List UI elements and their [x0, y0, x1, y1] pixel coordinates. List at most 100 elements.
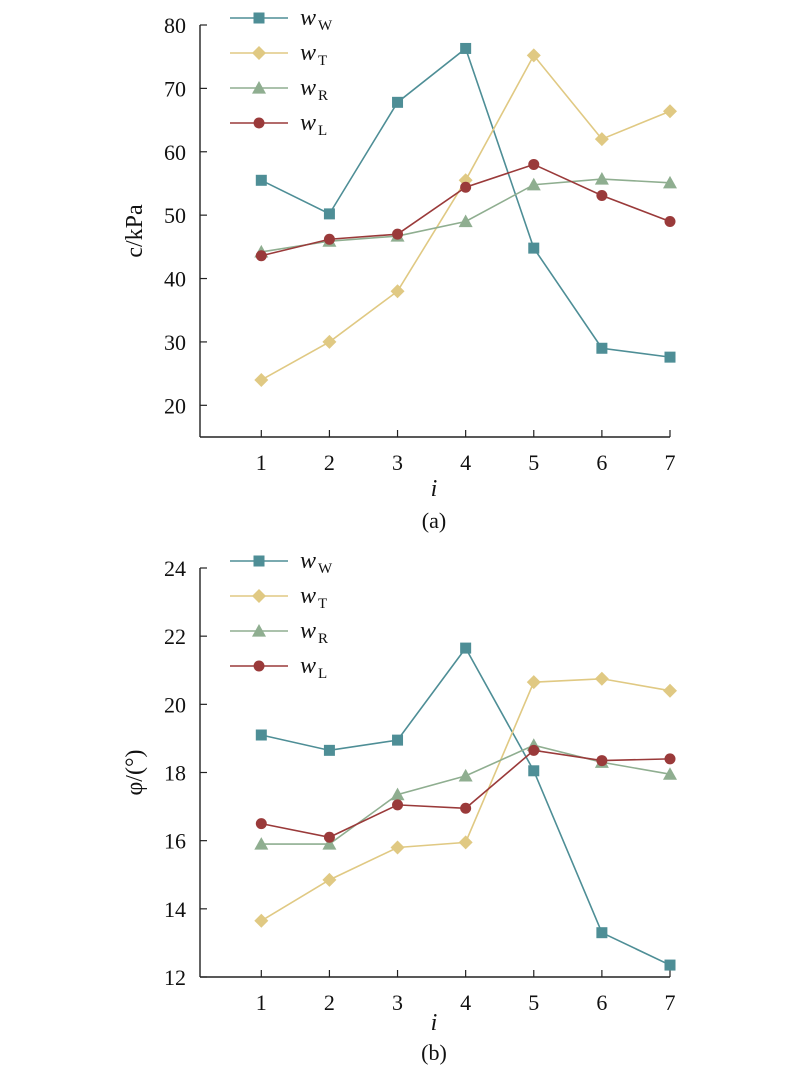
x-tick-label: 5	[528, 990, 539, 1015]
y-tick-label: 30	[164, 330, 186, 355]
x-tick-label: 4	[460, 990, 471, 1015]
y-axis-label: φ/(°)	[122, 749, 148, 795]
data-point	[596, 190, 608, 202]
data-point	[528, 744, 540, 756]
data-point	[663, 175, 677, 189]
series-w-L	[255, 158, 676, 262]
legend-marker	[253, 117, 265, 129]
series-line	[260, 677, 671, 922]
x-tick-label: 1	[256, 990, 267, 1015]
legend-label: w	[300, 75, 316, 101]
x-axis-label: i	[431, 1010, 438, 1036]
legend-marker	[252, 589, 266, 603]
legend-marker	[253, 555, 265, 567]
data-point	[460, 42, 472, 54]
data-point	[255, 818, 267, 830]
data-point	[596, 927, 608, 939]
series-w-T	[254, 671, 677, 928]
data-point	[460, 181, 472, 193]
y-tick-label: 70	[164, 76, 186, 101]
data-point	[663, 767, 677, 780]
legend-marker	[253, 12, 265, 24]
data-point	[255, 174, 267, 186]
series-w-T	[254, 48, 677, 387]
x-axis-label: i	[431, 476, 438, 502]
legend-label-subscript: L	[318, 666, 327, 682]
data-point	[458, 768, 473, 782]
legend-label-subscript: L	[318, 123, 327, 139]
y-tick-label: 16	[164, 829, 186, 854]
legend-label-subscript: W	[318, 561, 333, 577]
legend-marker	[252, 81, 266, 94]
data-point	[594, 172, 609, 185]
x-tick-label: 7	[665, 450, 676, 475]
series-w-R	[254, 738, 677, 850]
data-point	[460, 642, 472, 654]
legend-marker	[252, 46, 266, 60]
data-point	[663, 104, 677, 119]
data-point	[390, 840, 405, 855]
data-point	[528, 765, 540, 777]
y-tick-label: 14	[164, 897, 186, 922]
legend-label: w	[300, 653, 316, 679]
data-point	[254, 837, 269, 850]
data-point	[458, 835, 473, 850]
x-tick-label: 5	[528, 450, 539, 475]
legend-label: w	[300, 5, 316, 31]
y-tick-label: 24	[164, 556, 186, 581]
data-point	[664, 351, 676, 363]
y-tick-label: 80	[164, 13, 186, 38]
panel-label: (b)	[421, 1040, 447, 1065]
data-point	[390, 787, 405, 801]
x-tick-label: 1	[256, 450, 267, 475]
data-point	[596, 342, 608, 354]
legend-label-subscript: W	[318, 18, 333, 34]
x-tick-label: 3	[392, 990, 403, 1015]
data-point	[255, 729, 267, 741]
legend-label-subscript: T	[318, 53, 327, 69]
data-point	[594, 132, 609, 147]
y-axis-label: c/kPa	[122, 204, 148, 258]
legend-label: w	[300, 40, 316, 66]
x-tick-label: 6	[596, 450, 607, 475]
y-tick-label: 20	[164, 692, 186, 717]
data-point	[526, 177, 541, 191]
data-point	[458, 214, 473, 228]
data-point	[323, 233, 335, 245]
series-w-W	[255, 42, 676, 363]
data-point	[663, 683, 677, 698]
data-point	[323, 831, 335, 843]
x-tick-label: 7	[665, 990, 676, 1015]
data-point	[323, 208, 335, 220]
legend-label: w	[300, 583, 316, 609]
y-tick-label: 60	[164, 140, 186, 165]
data-point	[526, 48, 541, 63]
data-point	[322, 837, 337, 850]
data-point	[390, 284, 405, 299]
data-point	[255, 250, 267, 262]
data-point	[528, 242, 540, 254]
data-point	[322, 334, 337, 349]
data-point	[392, 799, 404, 811]
data-point	[323, 744, 335, 756]
x-tick-label: 3	[392, 450, 403, 475]
x-tick-label: 2	[324, 990, 335, 1015]
data-point	[254, 913, 269, 928]
data-point	[528, 158, 540, 170]
series-w-L	[255, 744, 676, 843]
data-point	[392, 734, 404, 746]
y-tick-label: 40	[164, 267, 186, 292]
data-point	[664, 959, 676, 971]
data-point	[596, 755, 608, 767]
legend: w Ww Tw Rw L	[230, 5, 333, 139]
data-point	[526, 675, 541, 690]
data-point	[322, 872, 337, 887]
x-tick-label: 4	[460, 450, 471, 475]
legend-marker	[253, 660, 265, 672]
series-w-W	[255, 642, 676, 971]
data-point	[392, 228, 404, 240]
legend-label-subscript: R	[318, 88, 328, 104]
